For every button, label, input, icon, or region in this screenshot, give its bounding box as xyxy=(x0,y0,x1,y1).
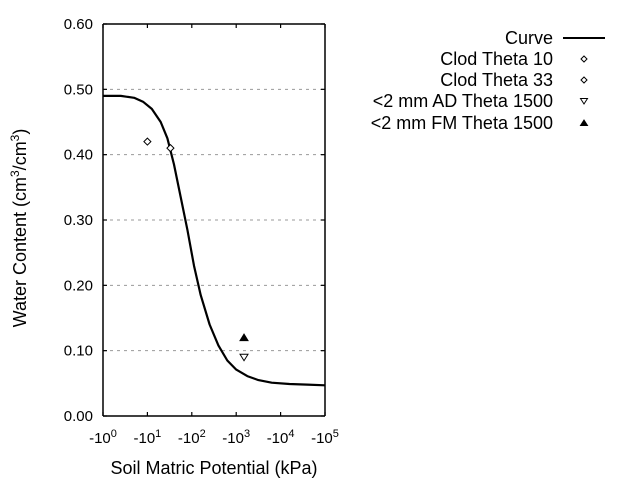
y-tick-label: 0.00 xyxy=(64,408,93,425)
x-axis-title: Soil Matric Potential (kPa) xyxy=(110,458,317,478)
x-tick-label: -101 xyxy=(133,428,161,447)
data-series xyxy=(103,94,326,387)
gridlines xyxy=(103,88,325,352)
triangle-down-marker xyxy=(579,98,589,105)
y-tick-label: 0.20 xyxy=(64,277,93,294)
diamond-marker xyxy=(166,143,175,153)
triangle-up-marker xyxy=(579,119,589,126)
y-tick-label: 0.50 xyxy=(64,81,93,98)
plot-frame xyxy=(102,23,326,417)
x-tick-label: -102 xyxy=(178,428,206,447)
x-tick-label: -100 xyxy=(89,428,117,447)
y-tick-label: 0.30 xyxy=(64,212,93,229)
diamond-marker xyxy=(580,76,588,84)
triangle-up-marker xyxy=(239,333,249,342)
legend-label: Curve xyxy=(505,28,553,48)
legend-label: <2 mm FM Theta 1500 xyxy=(371,113,553,133)
legend-label: <2 mm AD Theta 1500 xyxy=(373,91,553,111)
y-axis-title: Water Content (cm3/cm3) xyxy=(8,129,30,328)
diamond-marker xyxy=(143,137,152,146)
y-tick-label: 0.10 xyxy=(64,343,93,360)
y-axis-ticks: 0.00 0.10 0.20 0.30 0.40 0.50 0.60 xyxy=(64,16,325,425)
x-axis-ticks: -100 -101 -102 -103 -104 -105 xyxy=(89,24,339,447)
x-tick-label: -105 xyxy=(311,428,339,447)
legend-label: Clod Theta 10 xyxy=(440,49,553,69)
y-tick-label: 0.40 xyxy=(64,147,93,164)
x-tick-label: -103 xyxy=(222,428,250,447)
triangle-down-marker xyxy=(239,353,249,362)
x-tick-label: -104 xyxy=(267,428,295,447)
diamond-marker xyxy=(580,55,588,63)
y-tick-label: 0.60 xyxy=(64,16,93,33)
retention-curve xyxy=(103,94,326,387)
legend-label: Clod Theta 33 xyxy=(440,70,553,90)
